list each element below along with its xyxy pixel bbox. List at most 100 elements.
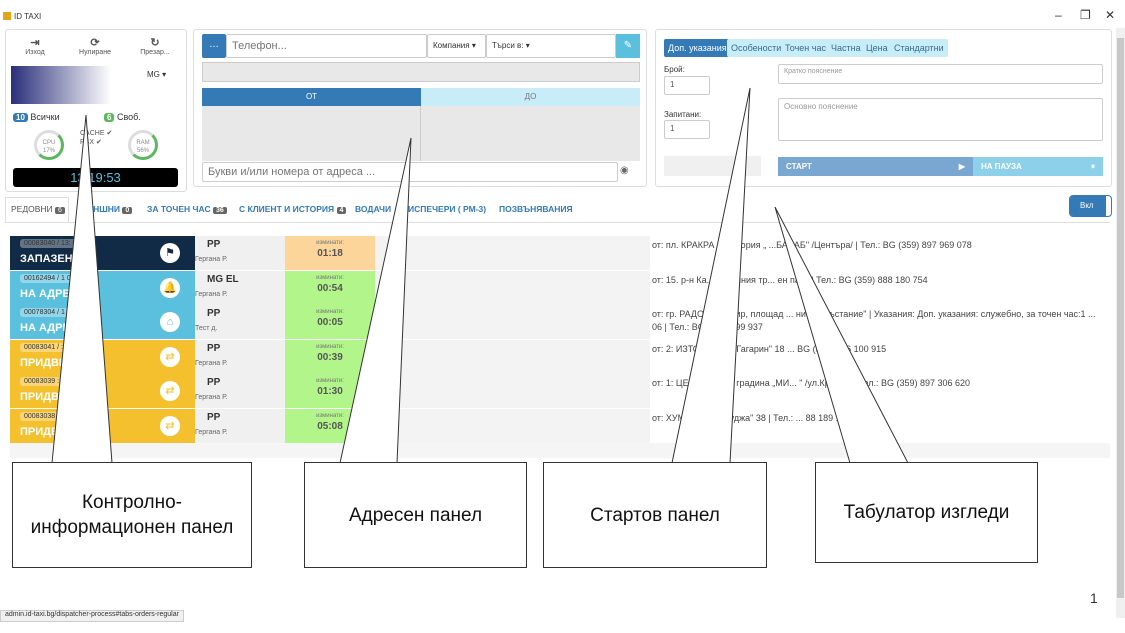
status-label: ЗАПАЗЕНА [20,253,81,265]
close-button[interactable]: ✕ [1105,8,1116,22]
count-label: Брой: [664,65,685,74]
tab-external[interactable]: ВЪНШНИ 0 [80,204,133,214]
tab-private[interactable]: Частна [827,39,865,57]
tab-extra-instructions[interactable]: Доп. указания [664,39,731,57]
short-note-input[interactable]: Кратко пояснение [778,64,1103,84]
cpu-gauge: CPU 17% [34,130,64,160]
elapsed-value: 01:18 [317,248,343,259]
tab-count: 4 [336,207,347,214]
transfer-icon: ⇄ [160,415,180,436]
order-row[interactable]: 00083040 / 13: 01:18 ЗАПАЗЕНА ⚑ PP Герган… [10,236,1110,270]
reset-button[interactable]: ⟳ Нулиране [70,36,120,56]
ram-gauge: RAM 56% [128,130,158,160]
tab-standard[interactable]: Стандартни [890,39,948,57]
scrollbar[interactable] [1116,28,1125,618]
pause-icon: ⏸ [1091,162,1095,171]
car-code: PP [207,411,221,423]
tab-client-history[interactable]: С КЛИЕНТ И ИСТОРИЯ 4 [239,204,347,214]
reload-icon: ↻ [150,37,160,49]
home-icon: ⌂ [160,312,180,332]
minimize-button[interactable]: – [1055,8,1062,22]
elapsed-value: 01:30 [317,386,343,397]
company-select[interactable]: Компания ▾ [427,34,486,58]
dispatcher-name: Тест д. [195,325,218,332]
callout-tab-switcher: Табулатор изгледи [815,462,1038,563]
edit-icon[interactable]: ✎ [616,34,640,58]
tab-label: С КЛИЕНТ И ИСТОРИЯ [239,204,335,214]
cpu-value: 17% [42,148,55,154]
order-row[interactable]: 00083039 :39 ПРИДВИЖВА ⇄ PP Гергана Р. из… [10,374,1110,408]
asked-input[interactable]: 1 [664,120,710,139]
order-spacer [375,339,650,374]
app-icon [3,12,11,20]
elapsed-value: 00:39 [317,351,343,363]
phone-menu-button[interactable]: … [202,34,226,58]
dispatcher-name: Гергана Р. [195,394,228,401]
pointer-control [51,114,113,464]
tabs-divider [5,222,1110,223]
count-input[interactable]: 1 [664,76,710,95]
driver-cell: PP Тест д. [195,305,285,339]
order-spacer [375,408,650,443]
tab-regular[interactable]: РЕДОВНИ 6 [11,204,65,214]
tab-exact-hour[interactable]: ЗА ТОЧЕН ЧАС 36 [147,204,227,214]
from-address-list[interactable] [202,106,421,161]
callout-control-panel: Контролно-информационен панел [12,462,252,568]
elapsed-value: 00:05 [317,317,343,328]
free-count: 6 [104,113,115,122]
status-url: admin.id-taxi.bg/dispatcher-process#tabs… [0,610,184,622]
car-code: PP [207,342,221,354]
logout-button[interactable]: ⇥ Изход [10,36,60,56]
tab-dispatchers[interactable]: ДИСПЕЧЕРИ ( РМ-3) [402,204,487,214]
elapsed-value: 00:54 [317,282,343,294]
free-cars[interactable]: 6 Своб. [104,112,141,122]
search-in-select[interactable]: Търси в: ▾ [486,34,616,58]
tab-exact-time[interactable]: Точен час [781,39,830,57]
car-code: PP [207,377,221,388]
order-id: 00083038 :23 [20,411,71,421]
window-title: ID TAXI [14,12,42,21]
tab-drivers[interactable]: ВОДАЧИ [355,204,392,214]
flag-icon: ⚑ [160,243,180,263]
elapsed-value: 05:08 [317,420,343,432]
to-address-list[interactable] [421,106,640,161]
tab-calls[interactable]: ПОЗВЪНЯВАНИЯ [499,204,573,214]
tab-from[interactable]: ОТ [202,88,421,106]
order-id: 00083039 :39 [20,377,71,386]
pointer-start [671,87,751,464]
order-spacer [375,374,650,408]
reload-button[interactable]: ↻ Презар... [130,36,180,56]
elapsed-time: изминати: 00:05 [285,305,375,339]
tab-features[interactable]: Особености [727,39,786,57]
user-menu[interactable]: MG ▾ [147,70,167,79]
tab-count: 36 [212,207,227,214]
order-status: 00162494 / 1 02:53 НА АДРЕС 🔔 [10,270,195,305]
car-code: MG EL [207,273,239,285]
globe-icon[interactable]: ◉ [620,165,629,176]
toggle-switch[interactable]: Вкл [1069,195,1112,217]
dispatcher-name: Гергана Р. [195,256,228,263]
phone-input[interactable] [226,34,427,58]
start-button[interactable]: СТАРТ ▶ [778,157,973,176]
refresh-icon: ⟳ [90,37,100,49]
main-note-textarea[interactable]: Основно пояснение [778,98,1103,141]
order-spacer [375,305,650,339]
transfer-icon: ⇄ [160,381,180,401]
order-id: 00078304 / 1 02:06 [20,308,89,317]
driver-cell: PP Гергана Р. [195,374,285,408]
status-label: НА АДРЕС [20,287,78,300]
all-cars[interactable]: 10 Всички [13,112,60,122]
play-icon: ▶ [958,162,965,171]
tab-price[interactable]: Цена [862,39,892,57]
tab-label: ВЪНШНИ [80,204,121,214]
dispatcher-name: Гергана Р. [195,428,228,436]
page-number: 1 [1090,590,1098,606]
free-label: Своб. [116,112,141,122]
pause-button[interactable]: НА ПАУЗА ⏸ [973,157,1103,176]
order-spacer [375,236,650,270]
maximize-button[interactable]: ❐ [1080,8,1091,22]
tab-to[interactable]: ДО [421,88,640,106]
elapsed-label: изминати: [316,412,344,419]
transfer-icon: ⇄ [160,346,180,367]
logo [11,66,111,104]
